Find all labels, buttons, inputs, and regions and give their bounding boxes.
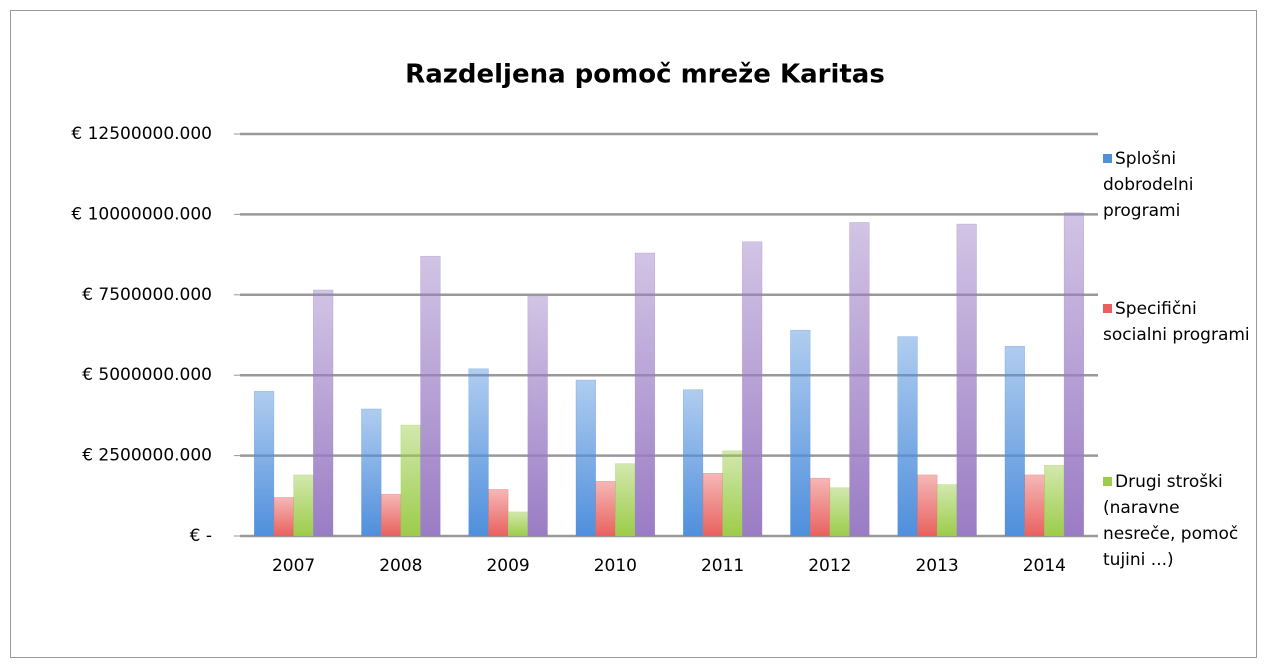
bar — [313, 289, 334, 537]
bar — [507, 511, 529, 537]
bar — [849, 222, 870, 537]
bar — [468, 368, 489, 537]
bar — [956, 223, 977, 537]
bar — [897, 336, 918, 537]
y-tick-label: € - — [190, 526, 212, 546]
legend-swatch — [1103, 154, 1112, 163]
chart-border — [10, 10, 1257, 658]
bar — [1004, 346, 1025, 537]
bar — [595, 481, 616, 537]
x-tick-label: 2009 — [486, 556, 529, 576]
x-tick-label: 2012 — [808, 556, 851, 576]
bar — [273, 497, 294, 537]
x-tick-label: 2008 — [379, 556, 422, 576]
bar — [420, 255, 441, 537]
x-tick-label: 2010 — [594, 556, 637, 576]
bar — [829, 487, 850, 537]
bar — [380, 493, 402, 537]
bar — [917, 474, 938, 537]
chart-title: Razdeljena pomoč mreže Karitas — [405, 60, 885, 90]
y-tick-label: € 10000000.000 — [71, 204, 212, 224]
y-tick-label: € 7500000.000 — [82, 285, 212, 305]
bar — [1044, 464, 1065, 537]
bar — [1063, 212, 1085, 537]
bar — [790, 329, 811, 537]
legend-label: Drugi stroški (naravne nesreče, pomoč tu… — [1103, 472, 1239, 570]
y-tick-label: € 5000000.000 — [82, 365, 212, 385]
bar — [634, 252, 656, 537]
legend-entry: Specifični socialni programi — [1103, 296, 1253, 348]
y-tick-label: € 12500000.000 — [71, 124, 212, 144]
bar — [293, 474, 314, 537]
legend-swatch — [1103, 304, 1112, 313]
bar — [1024, 474, 1045, 537]
bar — [702, 473, 723, 537]
bar — [682, 389, 704, 537]
legend-entry: Drugi stroški (naravne nesreče, pomoč tu… — [1103, 469, 1253, 573]
legend-label: Splošni dobrodelni programi — [1103, 149, 1194, 221]
x-tick-label: 2013 — [915, 556, 958, 576]
y-tick-label: € 2500000.000 — [82, 446, 212, 466]
bar — [400, 424, 421, 537]
bar — [575, 379, 596, 537]
legend-swatch — [1103, 477, 1112, 486]
x-tick-label: 2007 — [272, 556, 315, 576]
x-tick-label: 2011 — [701, 556, 744, 576]
bar — [809, 477, 831, 537]
bar — [488, 489, 509, 537]
bar — [253, 391, 275, 537]
bar — [742, 241, 763, 537]
x-tick-label: 2014 — [1023, 556, 1066, 576]
bar — [936, 484, 958, 537]
bar — [361, 408, 382, 537]
bar — [527, 296, 548, 537]
legend-label: Specifični socialni programi — [1103, 299, 1250, 345]
bar — [615, 463, 636, 537]
bar — [722, 450, 743, 537]
legend-entry: Splošni dobrodelni programi — [1103, 146, 1253, 224]
